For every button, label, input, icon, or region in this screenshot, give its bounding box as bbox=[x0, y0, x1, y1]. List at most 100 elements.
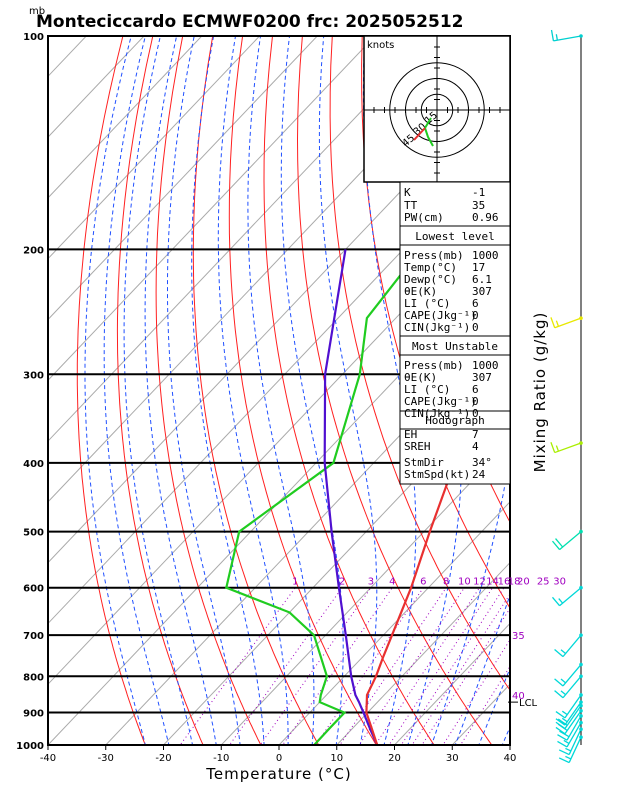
mixing-ratio-line bbox=[358, 587, 465, 745]
mixing-ratio-axis-title: Mixing Ratio (g/kg) bbox=[531, 312, 549, 473]
k-index-value: -1 bbox=[472, 186, 485, 199]
tt-index-value: 35 bbox=[472, 199, 485, 212]
mixing-ratio-line bbox=[411, 593, 510, 745]
temperature-tick-label: 20 bbox=[388, 753, 401, 764]
ll-row-value: 6.1 bbox=[472, 273, 492, 286]
mixing-ratio-line bbox=[400, 587, 505, 745]
dry-adiabat-line bbox=[296, 36, 493, 745]
wind-barb-dot bbox=[579, 316, 583, 320]
moist-adiabat-line bbox=[144, 36, 217, 745]
lowest-level-section: Lowest level Press(mb) 1000 Temp(°C) 17 … bbox=[400, 230, 510, 334]
mixing-ratio-label: 25 bbox=[537, 577, 550, 588]
mu-row-value: 0 bbox=[472, 395, 479, 408]
isotherm-line bbox=[278, 501, 510, 745]
wind-barb-dot bbox=[579, 674, 583, 679]
wind-barb-half-flag bbox=[560, 649, 566, 655]
dry-adiabat-line bbox=[192, 36, 320, 745]
temperature-tick-label: -10 bbox=[213, 753, 229, 764]
wind-barb-flag bbox=[550, 317, 556, 328]
wind-barb-dot bbox=[579, 693, 583, 697]
wind-barb-flag bbox=[559, 730, 570, 738]
ll-row-value: 307 bbox=[472, 285, 492, 298]
isotherm-line bbox=[48, 197, 510, 685]
wind-barb-dot bbox=[579, 585, 583, 590]
hodograph-storm-vector bbox=[413, 127, 426, 141]
wind-barb-dot bbox=[579, 633, 583, 637]
dewpoint-profile-line bbox=[225, 131, 510, 745]
mixing-ratio-label: 2 bbox=[339, 577, 345, 588]
moist-adiabat-line bbox=[103, 36, 170, 745]
wind-barbs bbox=[550, 29, 583, 764]
ll-row-value: 1000 bbox=[472, 249, 499, 262]
wind-barb-half-flag bbox=[555, 320, 560, 327]
isotherm-line bbox=[48, 36, 145, 138]
wind-barb-flag bbox=[557, 718, 568, 726]
mixing-ratio-label: 8 bbox=[443, 577, 449, 588]
pressure-tick-label: 800 bbox=[23, 672, 44, 683]
wind-barb-dot bbox=[579, 34, 583, 38]
wind-barb-flag bbox=[554, 690, 564, 699]
isotherm-line bbox=[553, 20, 618, 760]
mixing-ratio-label: 3 bbox=[368, 577, 374, 588]
moist-adiabat-line bbox=[362, 36, 417, 745]
wind-barb-half-flag bbox=[560, 678, 566, 684]
mixing-ratio-label: 30 bbox=[553, 577, 566, 588]
ll-row-label: Dewp(°C) bbox=[404, 273, 457, 286]
mixing-ratio-line bbox=[339, 587, 447, 745]
wind-barb bbox=[555, 700, 583, 726]
hodo-row-label: StmSpd(kt) bbox=[404, 468, 470, 481]
moist-adiabat-line bbox=[84, 36, 146, 745]
pressure-tick-label: 100 bbox=[23, 32, 44, 43]
wind-barb-flag bbox=[557, 740, 568, 748]
ll-row-label: θE(K) bbox=[404, 285, 437, 298]
wind-barb bbox=[550, 29, 583, 42]
wind-barb-flag bbox=[557, 734, 568, 741]
wind-barb-dot bbox=[579, 441, 583, 445]
wind-barb-staff bbox=[562, 675, 582, 699]
wind-barb-flag bbox=[558, 757, 570, 764]
hodo-row-value: 7 bbox=[472, 428, 479, 441]
dry-adiabat-line bbox=[228, 36, 377, 745]
mixing-ratio-label: 14 bbox=[486, 577, 499, 588]
wind-barb bbox=[554, 662, 583, 687]
moist-adiabat-line bbox=[167, 36, 241, 745]
wind-barb bbox=[555, 709, 583, 735]
wind-barb-dot bbox=[579, 703, 583, 708]
temperature-tick-label: 30 bbox=[446, 753, 459, 764]
pw-label: PW(cm) bbox=[404, 211, 444, 224]
mixing-ratio-label: 16 bbox=[498, 577, 511, 588]
mu-row-label: CAPE(Jkg⁻¹) bbox=[404, 395, 477, 408]
temperature-tick-label: -30 bbox=[98, 753, 114, 764]
ll-row-value: 6 bbox=[472, 297, 479, 310]
hodo-row-value: 4 bbox=[472, 440, 479, 453]
wind-barb-staff bbox=[568, 728, 582, 755]
wind-barb bbox=[550, 441, 583, 454]
wind-barb-flag bbox=[550, 442, 556, 453]
wind-barb-half-flag bbox=[555, 445, 560, 452]
pressure-tick-label: 600 bbox=[23, 584, 44, 595]
wind-barb-dot bbox=[579, 700, 583, 704]
hodograph-stats-section: Hodograph EH 7 SREH 4 StmDir 34° StmSpd(… bbox=[400, 414, 510, 481]
wind-barb-staff bbox=[559, 531, 582, 551]
ll-row-value: 17 bbox=[472, 261, 485, 274]
lcl-label: LCL bbox=[519, 698, 538, 709]
mixing-ratio-label: 12 bbox=[473, 577, 486, 588]
temperature-profile-line bbox=[365, 331, 510, 745]
mixing-ratio-lines bbox=[179, 587, 510, 745]
wind-barb-half-flag bbox=[565, 747, 572, 752]
stats-panel-frame bbox=[399, 181, 511, 485]
ll-row-label: CAPE(Jkg⁻¹) bbox=[404, 309, 477, 322]
mixing-ratio-label: 20 bbox=[517, 577, 530, 588]
isotherm-line bbox=[48, 36, 318, 321]
isotherm-line bbox=[48, 36, 376, 381]
dry-adiabat-line bbox=[116, 36, 204, 745]
theta-label: 40 bbox=[512, 691, 525, 702]
mu-row-label: LI (°C) bbox=[404, 383, 450, 396]
wind-barb-flag bbox=[555, 711, 566, 719]
hodo-row-value: 34° bbox=[472, 456, 492, 469]
wind-barb-staff bbox=[566, 722, 582, 748]
mixing-ratio-line bbox=[259, 587, 372, 745]
wind-barb-staff bbox=[554, 442, 582, 454]
most-unstable-header: Most Unstable bbox=[412, 340, 498, 353]
